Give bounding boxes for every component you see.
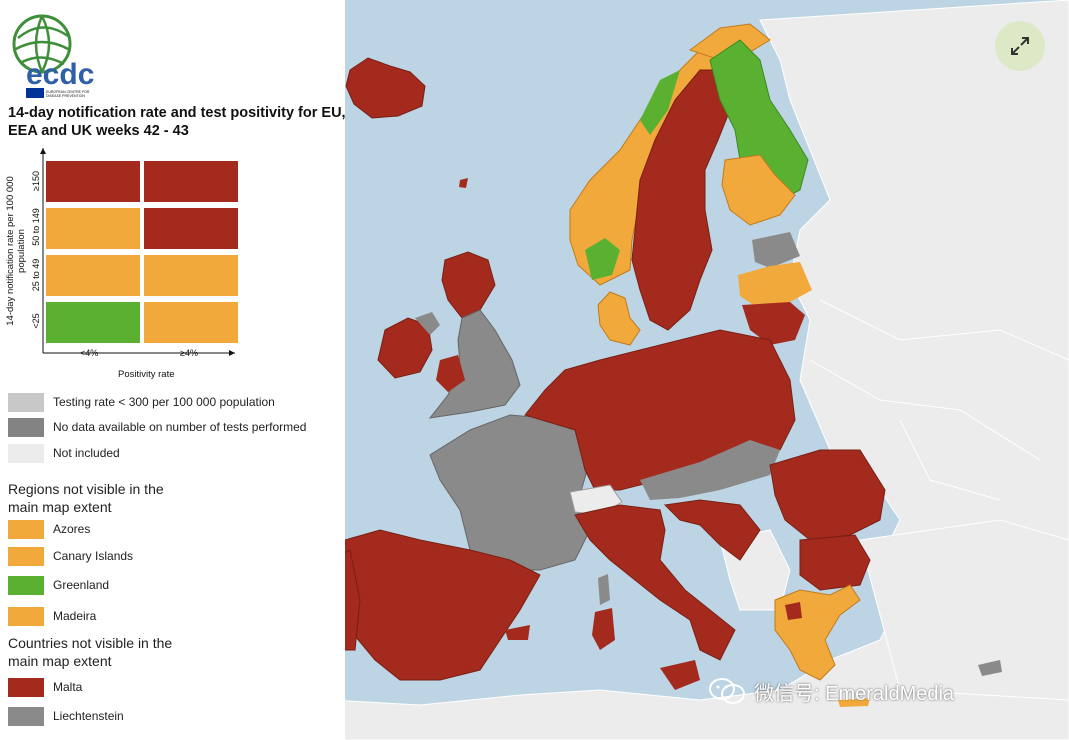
finland-orange-region	[721, 154, 796, 226]
n-ireland-region	[415, 312, 440, 335]
ecdc-logo-subtitle: EUROPEAN CENTRE FOR	[46, 90, 90, 94]
watermark: 微信号: EmeraldMedia	[708, 676, 954, 706]
legend-swatch	[8, 677, 44, 697]
norway-green-north	[640, 70, 680, 135]
denmark-region	[597, 291, 641, 346]
x-tick-gte4: ≥4%	[180, 348, 198, 358]
spain-region	[339, 529, 541, 681]
expand-icon	[1011, 37, 1029, 55]
legend-label: No data available on number of tests per…	[53, 420, 307, 434]
legend-label: Azores	[53, 522, 91, 536]
legend-label: Testing rate < 300 per 100 000 populatio…	[53, 395, 275, 409]
slovenia-croatia-region	[663, 499, 761, 561]
sardinia-region	[592, 608, 615, 650]
greece-red-spot	[785, 602, 802, 620]
legend-swatch	[8, 706, 44, 726]
faroe-region	[459, 178, 468, 188]
countries-heading: Countries not visible in the main map ex…	[8, 635, 173, 669]
legend-swatch	[8, 443, 44, 463]
legend-item-not-included: Not included	[8, 443, 120, 463]
bulgaria-region	[799, 534, 871, 591]
austria-hungary-grey	[640, 440, 780, 500]
map-title: 14-day notification rate and test positi…	[8, 105, 346, 139]
svg-text:DISEASE PREVENTION: DISEASE PREVENTION	[46, 94, 85, 98]
matrix-cell	[143, 301, 239, 344]
estonia-region	[752, 232, 800, 268]
legend-item-liechtenstein: Liechtenstein	[8, 706, 124, 726]
watermark-text: 微信号: EmeraldMedia	[754, 682, 955, 705]
legend-item-greenland: Greenland	[8, 575, 109, 595]
regions-heading: Regions not visible in the main map exte…	[8, 481, 164, 515]
legend-panel: ecdc EUROPEAN CENTRE FOR DISEASE PREVENT…	[0, 0, 346, 740]
legend-swatch	[8, 606, 44, 626]
balearic-region	[505, 625, 530, 640]
x-tick-lt4: <4%	[80, 348, 99, 358]
matrix-cell	[45, 207, 141, 250]
matrix-cell	[143, 254, 239, 297]
legend-swatch	[8, 575, 44, 595]
latvia-region	[738, 262, 812, 306]
legend-label: Not included	[53, 446, 120, 460]
matrix-cell	[143, 207, 239, 250]
corsica-region	[598, 574, 610, 605]
sweden-region	[631, 69, 731, 331]
romania-region	[769, 449, 886, 541]
ecdc-logo: ecdc EUROPEAN CENTRE FOR DISEASE PREVENT…	[12, 14, 94, 98]
legend-label: Liechtenstein	[53, 709, 124, 723]
legend-swatch	[8, 546, 44, 566]
cyprus-region	[978, 660, 1002, 676]
crete-region	[838, 698, 870, 707]
sicily-region	[660, 660, 700, 690]
country-borders	[809, 299, 1069, 501]
matrix-axes	[40, 148, 235, 356]
legend-label: Greenland	[53, 578, 110, 592]
matrix-y-axis-label: 14-day notification rate per 100 000 pop…	[5, 176, 27, 326]
norway-green-region	[585, 238, 620, 280]
matrix-cell	[45, 301, 141, 344]
lithuania-region	[742, 302, 805, 345]
legend-item-malta: Malta	[8, 677, 82, 697]
matrix-cell	[143, 160, 239, 203]
legend-swatch	[8, 519, 44, 539]
legend-item-canary-islands: Canary Islands	[8, 546, 133, 566]
iceland-region	[345, 57, 426, 119]
legend-item-no-data: No data available on number of tests per…	[8, 417, 306, 437]
uk-england-grey	[428, 309, 521, 419]
legend-item-madeira: Madeira	[8, 606, 96, 626]
legend-label: Canary Islands	[53, 549, 134, 563]
italy-region	[574, 504, 736, 661]
ireland-region	[377, 317, 433, 379]
legend-item-testing-rate: Testing rate < 300 per 100 000 populatio…	[8, 392, 275, 412]
legend-label: Madeira	[53, 609, 97, 623]
matrix-cell	[45, 254, 141, 297]
ecdc-logo-text: ecdc	[26, 58, 94, 91]
legend-swatch	[8, 417, 44, 437]
matrix-x-axis-label: Positivity rate	[118, 369, 175, 380]
wechat-icon	[709, 678, 745, 704]
uk-wales-region	[436, 355, 465, 392]
legend-label: Malta	[53, 680, 83, 694]
legend-item-azores: Azores	[8, 519, 90, 539]
legend-swatch	[8, 392, 44, 412]
expand-map-button[interactable]	[995, 21, 1045, 71]
finland-green-region	[709, 39, 809, 201]
matrix-cell	[45, 160, 141, 203]
